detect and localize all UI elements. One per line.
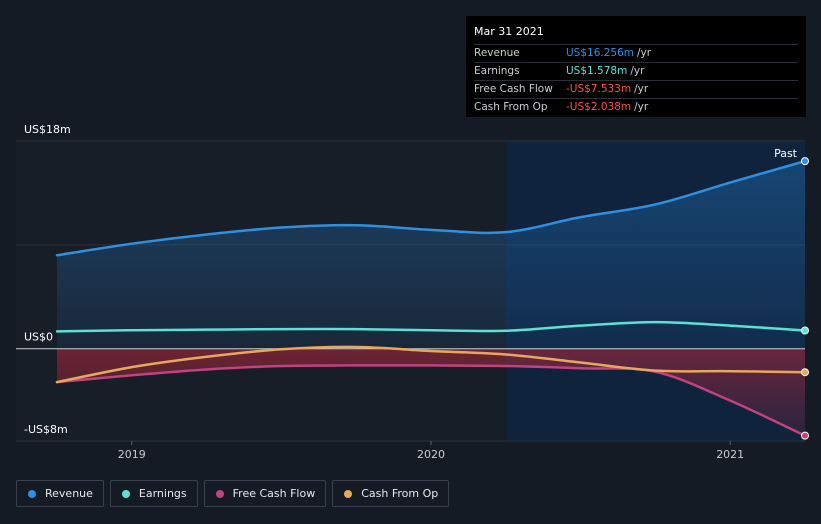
- legend: Revenue Earnings Free Cash Flow Cash Fro…: [16, 480, 450, 507]
- tooltip-date: Mar 31 2021: [474, 25, 544, 38]
- tooltip-unit: /yr: [637, 47, 652, 59]
- x-tick-label: 2019: [118, 448, 146, 461]
- tooltip-value: US$16.256m: [566, 47, 634, 59]
- revenue-area: [56, 161, 806, 349]
- legend-item-cash-from-op[interactable]: Cash From Op: [332, 480, 450, 507]
- free-cash-flow-endpoint: [801, 431, 809, 440]
- free-cash-flow-line: [55, 364, 807, 437]
- series-endpoints: [801, 157, 809, 440]
- past-label: Past: [774, 147, 798, 160]
- legend-dot-icon: [28, 489, 36, 498]
- x-tick-label: 2020: [417, 448, 445, 461]
- earnings-endpoint: [801, 326, 809, 335]
- legend-item-earnings[interactable]: Earnings: [109, 480, 198, 507]
- tooltip-value: US$1.578m: [566, 65, 628, 77]
- earnings-line: [55, 320, 807, 333]
- legend-dot-icon: [215, 489, 224, 498]
- tooltip-label: Earnings: [474, 65, 520, 77]
- y-axis-label-top: US$18m: [24, 123, 71, 136]
- tooltip-row-free-cash-flow: Free Cash Flow -US$7.533m /yr: [474, 80, 798, 98]
- tooltip-row-earnings: Earnings US$1.578m /yr: [474, 62, 798, 80]
- tooltip-value: -US$2.038m: [566, 101, 632, 113]
- legend-item-revenue[interactable]: Revenue: [16, 480, 104, 507]
- revenue-endpoint: [801, 157, 809, 166]
- tooltip-unit: /yr: [634, 101, 649, 113]
- x-tick-label: 2021: [716, 448, 744, 461]
- tooltip: Mar 31 2021 Revenue US$16.256m /yr Earni…: [466, 16, 806, 117]
- legend-dot-icon: [344, 489, 353, 498]
- y-axis-label-bottom: -US$8m: [24, 423, 68, 436]
- tooltip-unit: /yr: [634, 83, 649, 95]
- series-areas: [56, 161, 806, 436]
- y-axis-label-zero: US$0: [24, 331, 53, 344]
- cash-from-op-endpoint: [801, 368, 809, 377]
- series-lines: [55, 159, 807, 437]
- tooltip-label: Cash From Op: [474, 101, 548, 113]
- legend-label: Free Cash Flow: [232, 487, 316, 500]
- legend-label: Revenue: [45, 487, 93, 500]
- legend-label: Cash From Op: [361, 487, 439, 500]
- cash-from-op-line: [55, 345, 807, 384]
- legend-dot-icon: [121, 489, 130, 498]
- tooltip-row-revenue: Revenue US$16.256m /yr: [474, 44, 798, 62]
- legend-label: Earnings: [138, 487, 187, 500]
- tooltip-label: Free Cash Flow: [474, 83, 553, 95]
- free-cash-flow-area: [56, 348, 806, 436]
- tooltip-row-cash-from-op: Cash From Op -US$2.038m /yr: [474, 98, 798, 116]
- revenue-line: [55, 159, 807, 257]
- axis-labels: US$18m US$0 -US$8m 2019 2020 2021 Past: [24, 123, 798, 461]
- tooltip-unit: /yr: [630, 65, 645, 77]
- tooltip-label: Revenue: [474, 47, 520, 59]
- legend-item-free-cash-flow[interactable]: Free Cash Flow: [203, 480, 327, 507]
- tooltip-value: -US$7.533m: [566, 83, 632, 95]
